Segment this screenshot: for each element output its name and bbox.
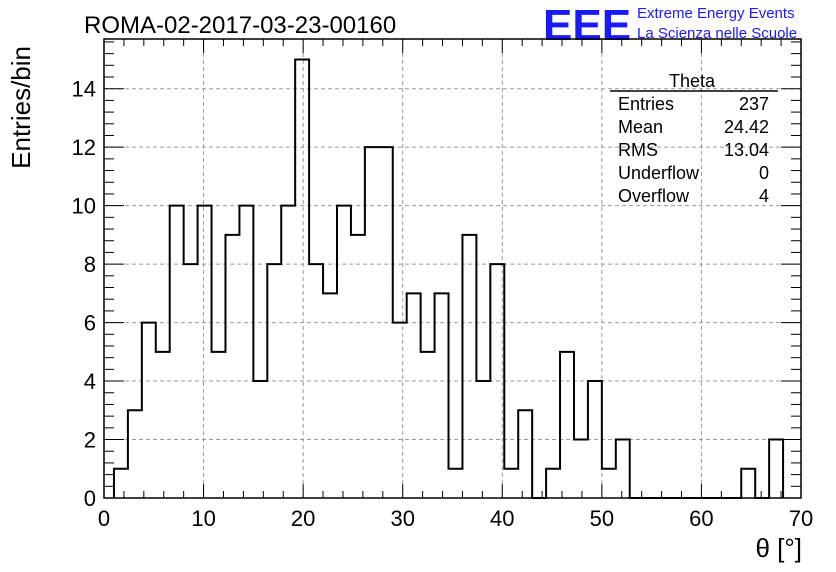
y-tick-label-4: 8	[84, 252, 96, 277]
histogram-bin-35	[602, 469, 616, 498]
histogram-bin-0	[114, 469, 128, 498]
stats-value-mean: 24.42	[724, 117, 769, 137]
logo-line-1: Extreme Energy Events	[637, 5, 795, 22]
histogram-bin-2	[142, 323, 156, 498]
logo-line-2: La Scienza nelle Scuole	[637, 25, 797, 42]
stats-box: Theta Entries 237 Mean 24.42 RMS 13.04 Underfl…	[610, 71, 778, 206]
histogram-bin-7	[212, 352, 226, 498]
logo-mark: EEE	[543, 1, 631, 50]
histogram-bin-13	[295, 59, 309, 498]
x-tick-label-4: 40	[490, 506, 514, 531]
y-tick-label-1: 2	[84, 428, 96, 453]
histogram-bin-36	[616, 440, 630, 498]
histogram-bin-12	[281, 206, 295, 498]
histogram-bin-31	[546, 469, 560, 498]
stats-label-overflow: Overflow	[618, 186, 690, 206]
histogram-outline	[112, 58, 785, 499]
stats-value-rms: 13.04	[724, 140, 769, 160]
grid-lines	[104, 39, 801, 498]
x-axis-label: θ [°]	[755, 533, 802, 563]
y-tick-label-6: 12	[72, 135, 96, 160]
histogram-bin-25	[462, 235, 476, 498]
histogram-bin-15	[323, 293, 337, 498]
stats-rows: Entries 237 Mean 24.42 RMS 13.04 Underflow 0 Ove…	[618, 94, 769, 206]
y-axis-label: Entries/bin	[6, 46, 36, 169]
histogram-bin-20	[393, 323, 407, 498]
histogram-bin-1	[128, 410, 142, 498]
y-tick-label-7: 14	[72, 77, 96, 102]
histogram-bin-22	[421, 352, 435, 498]
stats-label-rms: RMS	[618, 140, 658, 160]
y-tick-label-3: 6	[84, 311, 96, 336]
stats-label-entries: Entries	[618, 94, 674, 114]
chart-title: ROMA-02-2017-03-23-00160	[84, 12, 396, 39]
histogram-bin-47	[769, 440, 783, 498]
x-tick-label-2: 20	[291, 506, 315, 531]
plot-frame	[103, 38, 802, 499]
stats-label-mean: Mean	[618, 117, 663, 137]
stats-value-entries: 237	[739, 94, 769, 114]
histogram-bars	[112, 58, 785, 499]
histogram-bin-32	[560, 352, 574, 498]
histogram-bin-3	[156, 352, 170, 498]
histogram-bin-17	[351, 235, 365, 498]
stats-title: Theta	[669, 71, 716, 91]
histogram-bin-29	[518, 410, 532, 498]
histogram-bin-28	[504, 469, 518, 498]
histogram-bin-24	[449, 469, 463, 498]
stats-label-underflow: Underflow	[618, 163, 700, 183]
x-tick-label-7: 70	[789, 506, 813, 531]
histogram-bin-8	[225, 235, 239, 498]
stats-value-underflow: 0	[759, 163, 769, 183]
x-tick-label-6: 60	[689, 506, 713, 531]
x-tick-label-1: 10	[191, 506, 215, 531]
y-tick-label-0: 0	[84, 486, 96, 511]
histogram-bin-6	[198, 206, 212, 498]
histogram-bin-21	[407, 293, 421, 498]
histogram-bin-33	[574, 440, 588, 498]
x-tick-label-5: 50	[590, 506, 614, 531]
x-tick-label-3: 30	[390, 506, 414, 531]
histogram-bin-9	[239, 206, 253, 498]
histogram-bin-45	[741, 469, 755, 498]
histogram-bin-4	[170, 206, 184, 498]
x-tick-label-0: 0	[98, 506, 110, 531]
eee-logo: EEE Extreme Energy Events La Scienza nel…	[543, 1, 797, 50]
histogram-bin-16	[337, 206, 351, 498]
histogram-bin-23	[435, 293, 449, 498]
y-tick-label-5: 10	[72, 194, 96, 219]
y-tick-label-2: 4	[84, 369, 96, 394]
stats-value-overflow: 4	[759, 186, 769, 206]
